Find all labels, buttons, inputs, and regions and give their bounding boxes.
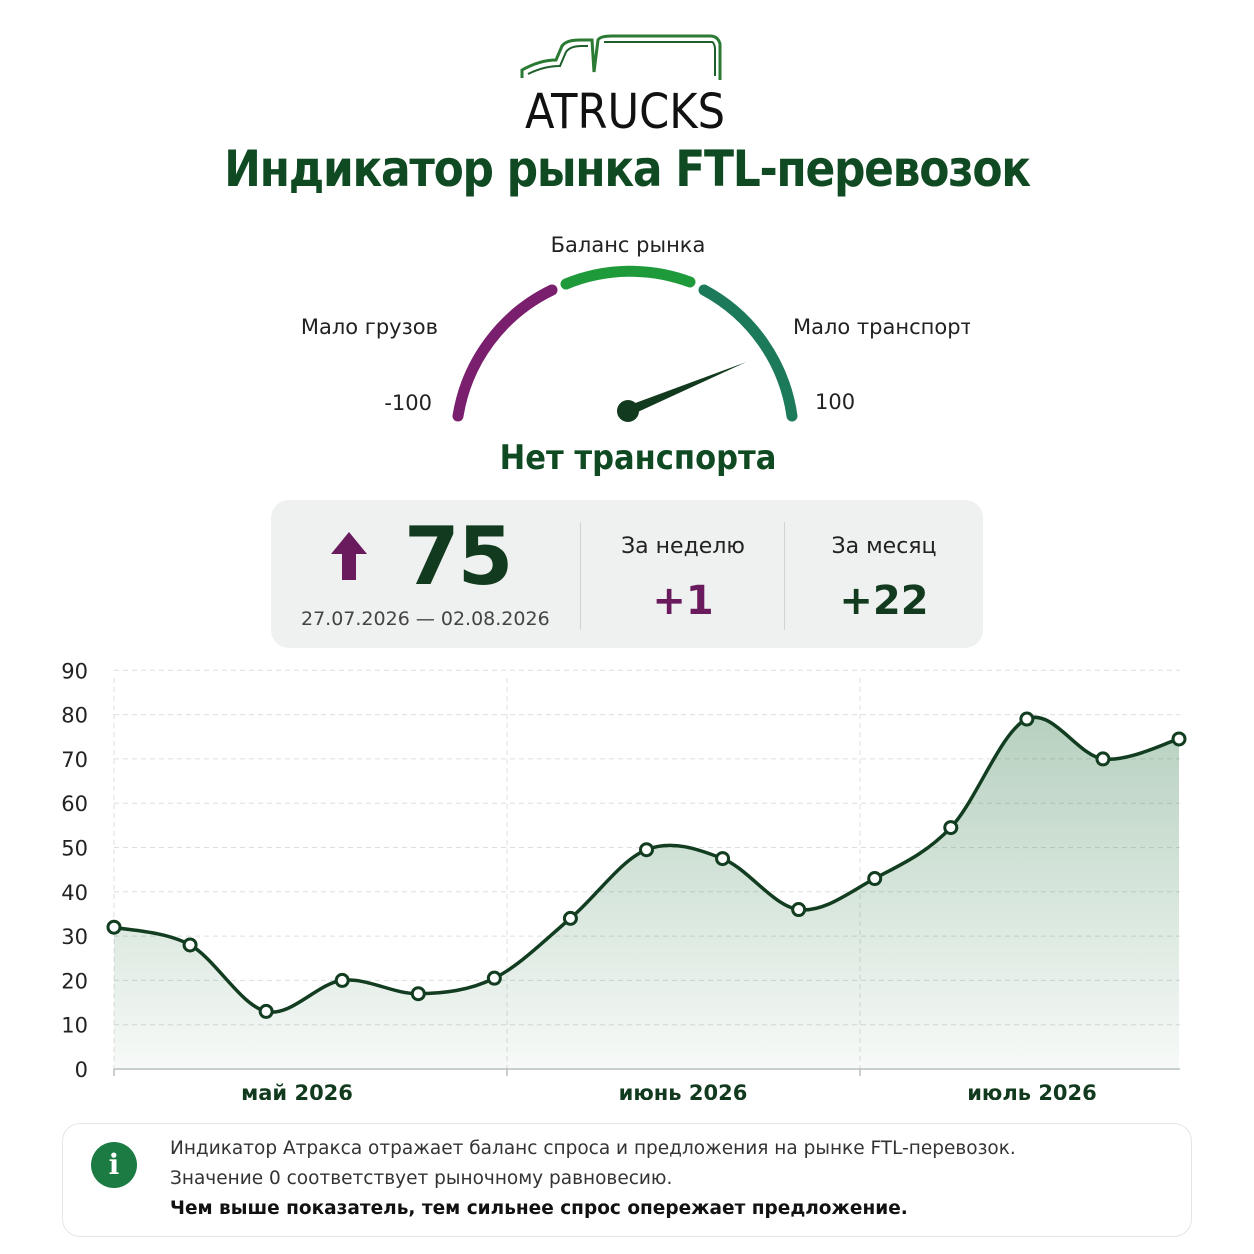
y-tick-label: 50 <box>61 837 88 861</box>
data-point <box>1019 711 1035 727</box>
x-tick-label: июль 2026 <box>967 1081 1097 1100</box>
data-point <box>791 902 807 918</box>
y-tick-label: 0 <box>75 1058 88 1082</box>
data-point <box>715 851 731 867</box>
period-range: 27.07.2026 — 02.08.2026 <box>301 608 550 630</box>
data-point <box>334 972 350 988</box>
week-value: +1 <box>652 578 714 624</box>
arrow-up-icon <box>331 532 367 580</box>
data-point <box>106 919 122 935</box>
x-tick-label: май 2026 <box>241 1081 353 1100</box>
current-index: 75 27.07.2026 — 02.08.2026 <box>271 500 581 648</box>
gauge-needle <box>626 362 747 416</box>
y-tick-label: 80 <box>61 704 88 728</box>
atrucks-logo: ATRUCKS <box>520 34 725 140</box>
index-value: 75 <box>404 510 513 603</box>
data-point <box>182 937 198 953</box>
info-text-line: Значение 0 соответствует рыночному равно… <box>170 1168 673 1189</box>
gauge-max-label: 100 <box>815 390 855 414</box>
gauge-needle-hub <box>617 400 639 422</box>
info-text-emphasis: Чем выше показатель, тем сильнее спрос о… <box>170 1198 908 1219</box>
gauge-label-right: Мало транспорта <box>793 315 970 339</box>
divider <box>580 522 581 630</box>
gauge-arc-center <box>560 265 696 290</box>
stats-card: 75 27.07.2026 — 02.08.2026 За неделю +1 … <box>271 500 983 648</box>
y-tick-label: 10 <box>61 1014 88 1038</box>
info-box: i Индикатор Атракса отражает баланс спро… <box>62 1123 1192 1237</box>
area-fill <box>114 717 1179 1069</box>
y-tick-label: 30 <box>61 925 88 949</box>
y-tick-label: 40 <box>61 881 88 905</box>
data-point <box>486 970 502 986</box>
logo-text: ATRUCKS <box>525 84 725 140</box>
month-value: +22 <box>839 578 929 624</box>
page-title: Индикатор рынка FTL-перевозок <box>224 140 1031 198</box>
data-point <box>943 820 959 836</box>
data-point <box>410 986 426 1002</box>
data-point <box>1171 731 1187 747</box>
y-tick-label: 70 <box>61 748 88 772</box>
data-point <box>562 910 578 926</box>
monthly-change: За месяц +22 <box>785 500 983 648</box>
y-tick-label: 60 <box>61 792 88 816</box>
gauge-arc-left <box>452 284 558 422</box>
data-point <box>639 842 654 858</box>
data-point <box>1095 751 1111 767</box>
weekly-change: За неделю +1 <box>581 500 785 648</box>
week-label: За неделю <box>621 534 745 559</box>
gauge-arc-right <box>698 284 798 422</box>
gauge-min-label: -100 <box>384 391 432 415</box>
divider <box>784 522 785 630</box>
market-balance-gauge: Баланс рынка Мало грузов Мало транспорта… <box>301 233 970 422</box>
month-label: За месяц <box>831 534 937 559</box>
data-point <box>867 871 883 887</box>
gauge-label-center: Баланс рынка <box>551 233 706 257</box>
gauge-label-left: Мало грузов <box>301 315 438 339</box>
info-text-line: Индикатор Атракса отражает баланс спроса… <box>170 1138 1016 1159</box>
data-point <box>258 1003 274 1019</box>
y-tick-label: 90 <box>61 660 88 683</box>
index-history-chart: 0 10 20 30 40 50 60 70 80 90 май 2026 июнь 2026 июль… <box>61 660 1187 1100</box>
x-tick-label: июнь 2026 <box>619 1081 748 1100</box>
info-icon: i <box>91 1142 137 1188</box>
market-status: Нет транспорта <box>499 438 777 478</box>
y-tick-label: 20 <box>61 969 88 993</box>
